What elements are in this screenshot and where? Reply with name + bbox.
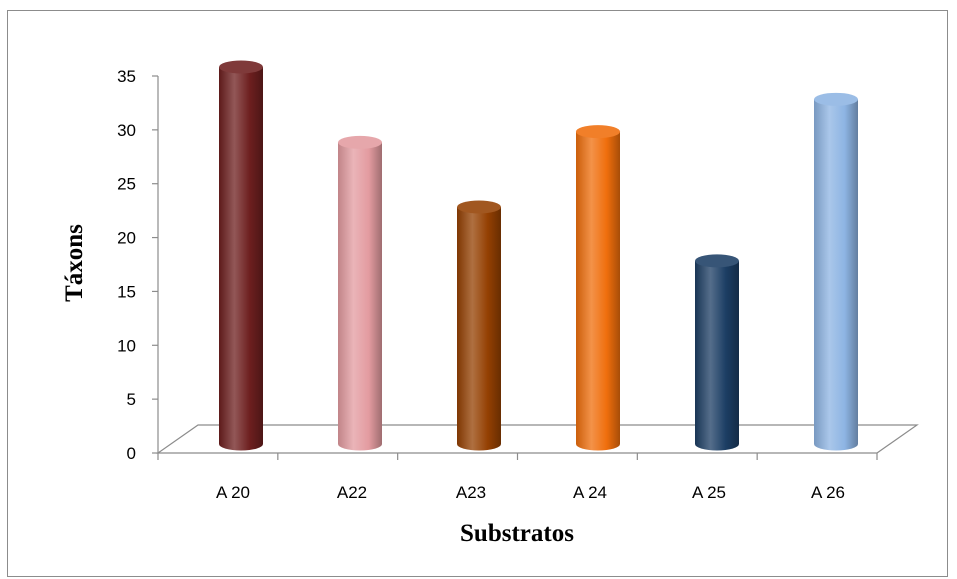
bar — [814, 92, 858, 451]
bar-top — [576, 125, 620, 139]
bar — [457, 200, 501, 451]
y-tick-label: 0 — [127, 444, 136, 463]
y-tick-label: 15 — [117, 282, 136, 301]
bar — [695, 254, 739, 451]
x-tick-labels: A 20 A22 A23 A 24 A 25 A 26 — [216, 483, 845, 502]
chart-axes — [152, 75, 878, 460]
x-tick-label: A23 — [456, 483, 486, 502]
x-tick-label: A 25 — [692, 483, 726, 502]
y-tick-label: 35 — [117, 67, 136, 86]
y-tick-label: 20 — [117, 229, 136, 248]
chart-bars — [219, 60, 858, 451]
x-tick-label: A 24 — [573, 483, 607, 502]
y-axis-title: Táxons — [61, 224, 88, 302]
chart-floor — [156, 424, 919, 454]
bar-top — [695, 254, 739, 268]
bar — [338, 135, 382, 451]
y-tick-label: 10 — [117, 336, 136, 355]
bar-top — [457, 200, 501, 214]
x-tick-label: A22 — [337, 483, 367, 502]
x-tick-label: A 20 — [216, 483, 250, 502]
y-tick-labels: 0 5 10 15 20 25 30 35 — [117, 67, 136, 463]
x-axis-title: Substratos — [460, 520, 574, 547]
bar-top — [814, 92, 858, 106]
bar-top — [219, 60, 263, 74]
bar-body — [219, 67, 263, 451]
bar-body — [814, 99, 858, 451]
y-tick-label: 25 — [117, 175, 136, 194]
bar — [576, 125, 620, 451]
bar-body — [695, 260, 739, 451]
bar-body — [576, 131, 620, 451]
x-tick-label: A 26 — [811, 483, 845, 502]
y-tick-label: 30 — [117, 121, 136, 140]
bar-body — [338, 142, 382, 451]
floor-plane — [156, 424, 919, 454]
bar — [219, 60, 263, 451]
bar-top — [338, 135, 382, 149]
y-tick-label: 5 — [127, 390, 136, 409]
bar-body — [457, 207, 501, 451]
